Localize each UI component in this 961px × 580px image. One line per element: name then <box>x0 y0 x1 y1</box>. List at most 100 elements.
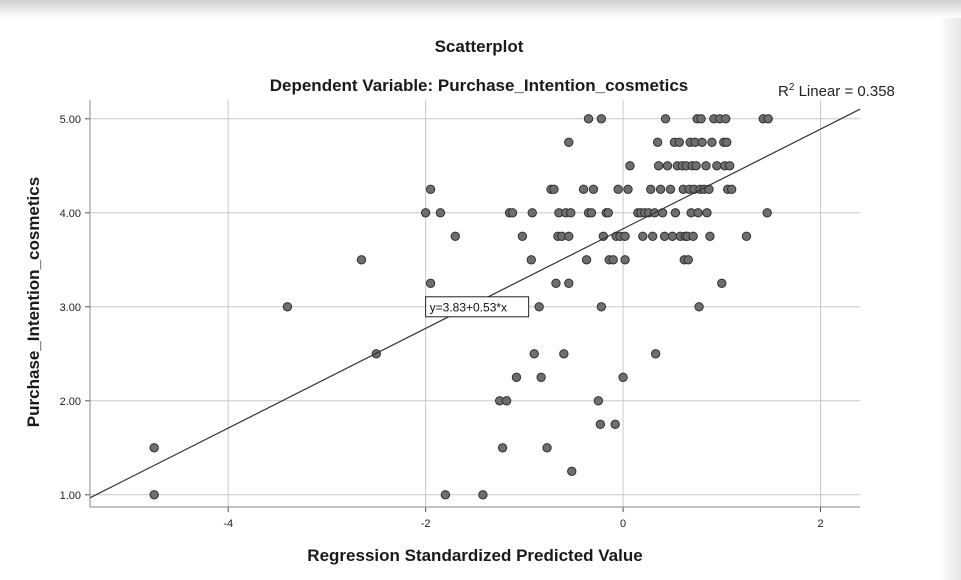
r2-label-suffix: Linear = 0.358 <box>794 83 895 100</box>
data-point <box>702 208 712 218</box>
data-point <box>620 231 630 241</box>
data-point <box>478 490 488 500</box>
data-point <box>724 161 735 171</box>
data-point <box>652 137 663 147</box>
data-point <box>581 255 592 265</box>
y-tick-label: 4.00 <box>60 208 81 220</box>
r2-label-superscript: 2 <box>789 82 795 93</box>
data-point <box>717 278 727 288</box>
data-point <box>559 349 569 359</box>
data-point <box>741 231 752 241</box>
data-point <box>701 161 711 171</box>
data-point <box>705 231 715 241</box>
data-point <box>647 231 658 241</box>
x-tick-label: -4 <box>223 518 233 530</box>
data-point <box>593 396 604 406</box>
data-point <box>659 231 670 241</box>
window-top-shadow <box>0 0 961 18</box>
y-tick-label: 5.00 <box>60 114 81 126</box>
data-point <box>667 231 678 241</box>
data-point <box>763 114 773 124</box>
data-point <box>549 184 559 194</box>
data-point <box>578 184 589 194</box>
x-tick-label: -2 <box>421 518 431 530</box>
data-point <box>691 161 701 171</box>
x-tick-label: 0 <box>620 518 626 530</box>
data-point <box>696 114 706 124</box>
data-point <box>596 114 607 124</box>
y-tick-label: 2.00 <box>60 396 81 408</box>
y-axis-title: Purchase_Intention_cosmetics <box>24 177 43 427</box>
data-point <box>564 137 574 147</box>
chart-subtitle: Dependent Variable: Purchase_Intention_c… <box>270 76 689 95</box>
data-point <box>620 255 630 265</box>
data-point <box>623 184 633 194</box>
data-point <box>726 184 737 194</box>
data-point <box>534 302 544 312</box>
data-point <box>425 278 436 288</box>
data-point <box>638 231 648 241</box>
data-point <box>653 161 664 171</box>
r2-label: R2 Linear = 0.358 <box>778 82 895 100</box>
data-point <box>660 114 671 124</box>
x-tick-label: 2 <box>817 518 823 530</box>
window-right-shadow <box>939 18 961 580</box>
x-axis-title: Regression Standardized Predicted Value <box>307 546 642 565</box>
r2-label-prefix: R <box>778 83 789 100</box>
fit-equation-box <box>425 296 530 318</box>
data-point <box>435 208 446 218</box>
data-point <box>618 372 628 382</box>
data-point <box>595 419 606 429</box>
data-point <box>665 184 676 194</box>
data-point <box>608 255 618 265</box>
data-point <box>610 419 620 429</box>
data-point <box>497 443 508 453</box>
data-point <box>662 161 673 171</box>
data-point <box>674 137 685 147</box>
data-point <box>721 114 731 124</box>
data-point <box>762 208 772 218</box>
data-point <box>655 184 666 194</box>
data-point <box>511 372 522 382</box>
data-point <box>529 349 539 359</box>
data-point <box>526 255 536 265</box>
data-point <box>440 490 451 500</box>
data-point <box>586 208 597 218</box>
data-point <box>507 208 518 218</box>
data-point <box>527 208 537 218</box>
data-point <box>694 302 704 312</box>
data-point <box>683 255 693 265</box>
data-point <box>536 372 546 382</box>
data-point <box>650 349 661 359</box>
data-point <box>613 184 623 194</box>
data-point <box>688 231 698 241</box>
data-point <box>564 278 574 288</box>
data-point <box>566 208 576 218</box>
data-point <box>596 302 607 312</box>
data-point <box>722 137 732 147</box>
y-tick-label: 1.00 <box>60 490 81 502</box>
data-point <box>625 161 635 171</box>
data-point <box>420 208 431 218</box>
chart-title: Scatterplot <box>435 37 524 56</box>
data-point <box>542 443 552 453</box>
data-point <box>693 208 703 218</box>
data-point <box>567 466 577 476</box>
data-point <box>501 396 512 406</box>
data-point <box>551 278 561 288</box>
data-point <box>588 184 599 194</box>
plot-area: 1.00 2.00 3.00 4.00 5.00 -4 -2 0 2 y=3.83+0.53*x <box>60 100 861 530</box>
data-point <box>149 490 159 500</box>
data-point <box>603 208 613 218</box>
data-point <box>697 137 707 147</box>
data-point <box>564 231 574 241</box>
data-point <box>282 302 293 312</box>
data-point <box>356 255 367 265</box>
data-point <box>583 114 594 124</box>
fit-equation-label: y=3.83+0.53*x <box>430 300 507 314</box>
data-point <box>670 208 681 218</box>
data-point <box>149 443 159 453</box>
data-point <box>450 231 460 241</box>
data-point <box>646 184 656 194</box>
